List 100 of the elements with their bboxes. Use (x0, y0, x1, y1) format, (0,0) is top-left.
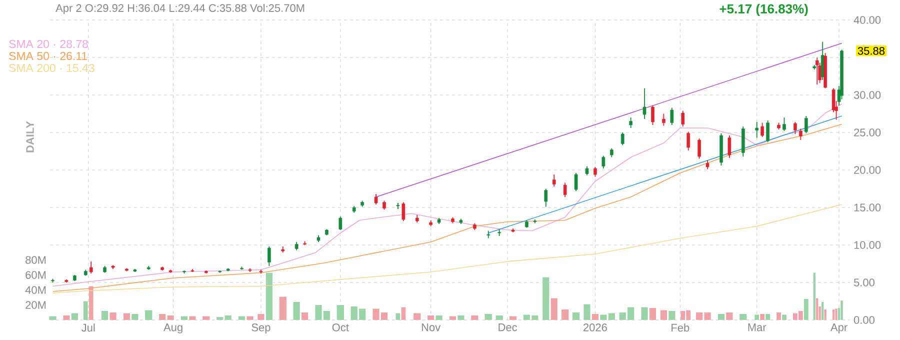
bar (509, 316, 517, 320)
candlestick (698, 138, 701, 160)
bar (484, 314, 492, 320)
bar (726, 312, 733, 320)
bar (216, 316, 224, 320)
y2-axis-title: DAILY (26, 121, 34, 152)
bar (542, 277, 550, 320)
candlestick (782, 117, 786, 132)
x-tick-label: Feb (672, 324, 690, 332)
bar (302, 312, 308, 320)
bar (414, 313, 421, 320)
bar (458, 315, 464, 320)
candlestick (544, 188, 548, 208)
bar (592, 314, 598, 320)
y-tick-label: 25.00 (854, 128, 881, 136)
x-tick-label: Sep (252, 324, 270, 334)
bar (608, 313, 615, 320)
bar (132, 314, 138, 320)
bar (550, 298, 558, 320)
candlestick (766, 120, 770, 143)
bar (336, 304, 344, 320)
candlestick (760, 122, 764, 138)
text: SMA 200 · 15.43 (9, 64, 94, 72)
x-tick-label: Apr (830, 324, 848, 334)
bar (600, 314, 607, 320)
y-tick-label: 10.00 (854, 241, 881, 249)
text: SMA 20 · 28.78 (9, 40, 88, 48)
bar (718, 314, 725, 320)
candlestick (563, 182, 567, 198)
bar (572, 312, 580, 320)
x-tick-label: Aug (164, 324, 182, 334)
candlestick (498, 228, 501, 236)
bar (471, 315, 478, 320)
x-tick-label: 2026 (584, 324, 607, 332)
text: +5.17 (16.83%) (720, 4, 808, 16)
x-tick-label: Jul (82, 324, 95, 332)
candlestick (552, 174, 556, 187)
bar (71, 313, 78, 320)
candlestick (374, 194, 378, 205)
candlestick (741, 126, 745, 157)
y-tick-label: 15.00 (854, 204, 881, 212)
bar (266, 272, 272, 320)
x-tick-label: Oct (332, 324, 349, 332)
x-tick-label: Nov (422, 324, 441, 332)
candlestick (670, 107, 674, 126)
candlestick (574, 172, 578, 192)
line-series (52, 204, 842, 294)
bar (123, 313, 130, 320)
candlestick (794, 122, 797, 134)
bar (224, 315, 232, 320)
candlestick (681, 110, 685, 127)
bar (293, 302, 300, 320)
bar (63, 315, 70, 320)
candlestick (728, 135, 732, 158)
candlestick (268, 246, 271, 266)
y-tick-label: 0.00 (854, 316, 874, 324)
candlestick (706, 160, 710, 170)
candlestick (642, 88, 646, 120)
candlestick (662, 113, 666, 126)
text: SMA 50 · 26.11 (9, 52, 88, 60)
bar (279, 296, 286, 320)
y2-tick-label: 60M (26, 271, 46, 279)
y2-tick-label: 40M (25, 286, 46, 294)
y2-tick-label: 20M (26, 301, 46, 309)
bar (189, 316, 196, 320)
y-tick-label: 20.00 (854, 166, 881, 174)
candlestick (799, 128, 802, 140)
candlestick (602, 155, 606, 169)
bar (668, 310, 676, 320)
candlestick (686, 131, 690, 151)
bar (449, 316, 456, 320)
bar (496, 315, 503, 320)
chart-subtitle: Apr 2 O:29.92 H:36.04 L:29.44 C:35.88 Vol:25.70M (56, 4, 304, 14)
candlestick (629, 117, 632, 128)
bar (428, 315, 434, 320)
y-tick-label: 40.00 (854, 16, 881, 24)
bar (246, 316, 254, 320)
bar (660, 310, 667, 320)
bar (436, 315, 442, 320)
bar (258, 314, 264, 320)
bar (102, 310, 108, 320)
candlestick (815, 57, 819, 85)
bar (145, 310, 152, 320)
bar (49, 316, 56, 320)
bar (649, 308, 656, 320)
candlestick (620, 132, 624, 146)
bar (740, 314, 747, 320)
bar (641, 307, 648, 320)
bar (167, 315, 174, 320)
candlestick (338, 216, 342, 230)
y2-tick-label: 80M (26, 256, 46, 264)
bar (202, 316, 210, 320)
candlestick (804, 116, 808, 134)
candlestick (402, 202, 406, 222)
bar (159, 314, 166, 320)
bar (110, 312, 116, 320)
candlestick (594, 166, 597, 178)
bar (562, 309, 569, 320)
bar (238, 316, 246, 320)
x-tick-label: Dec (498, 324, 518, 332)
